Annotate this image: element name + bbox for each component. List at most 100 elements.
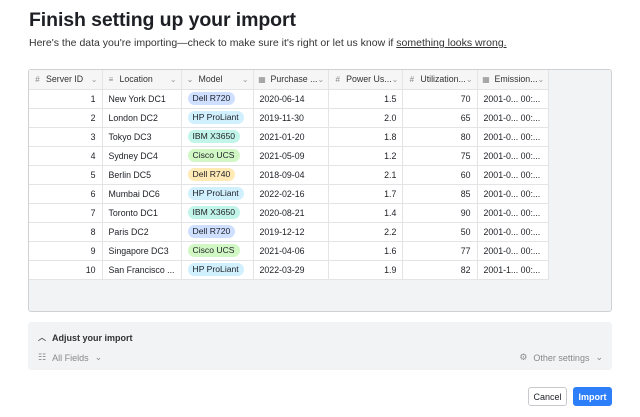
grid-cell-id[interactable]: 9 [29,241,103,261]
other-settings-dropdown[interactable]: ⚙ Other settings ⌄ [519,352,603,363]
grid-cell-location[interactable]: London DC2 [102,108,182,128]
grid-cell-model[interactable]: Dell R720 [181,222,254,242]
grid-cell-id[interactable]: 1 [29,89,103,109]
adjust-import-toggle[interactable]: ︿ Adjust your import [38,332,133,343]
grid-cell-emission[interactable]: 2001-1... 00:... [477,260,550,280]
grid-cell-model[interactable]: Cisco UCS [181,241,254,261]
grid-cell-location[interactable]: New York DC1 [102,89,182,109]
grid-cell-emission[interactable]: 2001-0... 00:... [477,222,550,242]
grid-cell-util[interactable]: 65 [402,108,478,128]
grid-cell-util[interactable]: 50 [402,222,478,242]
grid-cell-power[interactable]: 1.9 [328,260,404,280]
grid-cell-util[interactable]: 90 [402,203,478,223]
chevron-down-icon[interactable]: ⌄ [241,74,249,84]
grid-cell-purchase[interactable]: 2021-01-20 [253,127,330,147]
column-header[interactable]: ▦ Emission... ⌄ [477,70,550,90]
grid-cell-power[interactable]: 1.2 [328,146,404,166]
chevron-down-icon[interactable]: ⌄ [391,74,399,84]
grid-cell-purchase[interactable]: 2022-03-29 [253,260,330,280]
table-row[interactable]: 9 Singapore DC3 Cisco UCS 2021-04-06 1.6 77 20… [29,241,550,261]
grid-cell-purchase[interactable]: 2019-11-30 [253,108,330,128]
column-header[interactable]: # Power Us... ⌄ [328,70,404,90]
table-row[interactable]: 2 London DC2 HP ProLiant 2019-11-30 2.0 65 200… [29,108,550,128]
grid-cell-emission[interactable]: 2001-0... 00:... [477,89,550,109]
grid-cell-util[interactable]: 75 [402,146,478,166]
grid-cell-power[interactable]: 2.2 [328,222,404,242]
grid-cell-location[interactable]: San Francisco ... [102,260,182,280]
grid-cell-purchase[interactable]: 2020-06-14 [253,89,330,109]
grid-cell-emission[interactable]: 2001-0... 00:... [477,184,550,204]
table-row[interactable]: 3 Tokyo DC3 IBM X3650 2021-01-20 1.8 80 2001-0… [29,127,550,147]
table-row[interactable]: 10 San Francisco ... HP ProLiant 2022-03-29… [29,260,550,280]
grid-cell-location[interactable]: Berlin DC5 [102,165,182,185]
cancel-button[interactable]: Cancel [528,387,567,406]
grid-cell-emission[interactable]: 2001-0... 00:... [477,127,550,147]
grid-cell-model[interactable]: HP ProLiant [181,184,254,204]
chevron-down-icon[interactable]: ⌄ [465,74,473,84]
grid-cell-location[interactable]: Mumbai DC6 [102,184,182,204]
grid-cell-purchase[interactable]: 2019-12-12 [253,222,330,242]
grid-cell-power[interactable]: 1.5 [328,89,404,109]
data-preview-panel[interactable]: # Server ID ⌄ ≡ Location ⌄ ⌄ Model ⌄ ▦ Purchase ..… [28,69,612,312]
grid-cell-purchase[interactable]: 2018-09-04 [253,165,330,185]
grid-cell-emission[interactable]: 2001-0... 00:... [477,203,550,223]
table-row[interactable]: 7 Toronto DC1 IBM X3650 2020-08-21 1.4 90 2001… [29,203,550,223]
chevron-down-icon[interactable]: ⌄ [169,74,177,84]
grid-cell-model[interactable]: IBM X3650 [181,203,254,223]
table-row[interactable]: 5 Berlin DC5 Dell R740 2018-09-04 2.1 60 2001-… [29,165,550,185]
grid-cell-location[interactable]: Paris DC2 [102,222,182,242]
grid-cell-power[interactable]: 2.0 [328,108,404,128]
grid-cell-id[interactable]: 10 [29,260,103,280]
grid-cell-location[interactable]: Toronto DC1 [102,203,182,223]
table-row[interactable]: 1 New York DC1 Dell R720 2020-06-14 1.5 70 200… [29,89,550,109]
column-header[interactable]: ▦ Purchase ... ⌄ [253,70,330,90]
grid-cell-purchase[interactable]: 2022-02-16 [253,184,330,204]
grid-cell-purchase[interactable]: 2021-04-06 [253,241,330,261]
grid-cell-power[interactable]: 1.6 [328,241,404,261]
field-filter-dropdown[interactable]: ☷ All Fields ⌄ [38,352,102,363]
report-problem-link[interactable]: something looks wrong. [396,37,507,49]
table-row[interactable]: 6 Mumbai DC6 HP ProLiant 2022-02-16 1.7 85 200… [29,184,550,204]
grid-cell-model[interactable]: IBM X3650 [181,127,254,147]
grid-cell-util[interactable]: 82 [402,260,478,280]
grid-cell-emission[interactable]: 2001-0... 00:... [477,146,550,166]
grid-cell-util[interactable]: 77 [402,241,478,261]
grid-cell-location[interactable]: Tokyo DC3 [102,127,182,147]
grid-cell-emission[interactable]: 2001-0... 00:... [477,108,550,128]
grid-cell-id[interactable]: 2 [29,108,103,128]
table-row[interactable]: 4 Sydney DC4 Cisco UCS 2021-05-09 1.2 75 2001-… [29,146,550,166]
chevron-down-icon[interactable]: ⌄ [317,74,325,84]
grid-cell-model[interactable]: HP ProLiant [181,108,254,128]
grid-cell-id[interactable]: 4 [29,146,103,166]
grid-cell-purchase[interactable]: 2021-05-09 [253,146,330,166]
grid-cell-emission[interactable]: 2001-0... 00:... [477,241,550,261]
grid-cell-util[interactable]: 70 [402,89,478,109]
grid-cell-id[interactable]: 3 [29,127,103,147]
chevron-down-icon[interactable]: ⌄ [90,74,98,84]
table-row[interactable]: 8 Paris DC2 Dell R720 2019-12-12 2.2 50 2001-0… [29,222,550,242]
grid-cell-id[interactable]: 8 [29,222,103,242]
grid-cell-power[interactable]: 1.8 [328,127,404,147]
import-button[interactable]: Import [573,387,612,406]
grid-cell-util[interactable]: 80 [402,127,478,147]
grid-cell-model[interactable]: Dell R720 [181,89,254,109]
grid-cell-power[interactable]: 1.7 [328,184,404,204]
column-header[interactable]: # Utilization... ⌄ [402,70,478,90]
grid-cell-id[interactable]: 7 [29,203,103,223]
grid-cell-location[interactable]: Singapore DC3 [102,241,182,261]
grid-cell-emission[interactable]: 2001-0... 00:... [477,165,550,185]
grid-cell-location[interactable]: Sydney DC4 [102,146,182,166]
grid-cell-util[interactable]: 60 [402,165,478,185]
chevron-down-icon[interactable]: ⌄ [537,74,545,84]
grid-cell-model[interactable]: Dell R740 [181,165,254,185]
grid-cell-id[interactable]: 6 [29,184,103,204]
grid-cell-id[interactable]: 5 [29,165,103,185]
column-header[interactable]: ⌄ Model ⌄ [181,70,254,90]
column-header[interactable]: # Server ID ⌄ [29,70,103,90]
grid-cell-util[interactable]: 85 [402,184,478,204]
column-header[interactable]: ≡ Location ⌄ [102,70,182,90]
grid-cell-purchase[interactable]: 2020-08-21 [253,203,330,223]
grid-cell-power[interactable]: 1.4 [328,203,404,223]
grid-cell-model[interactable]: Cisco UCS [181,146,254,166]
grid-cell-power[interactable]: 2.1 [328,165,404,185]
